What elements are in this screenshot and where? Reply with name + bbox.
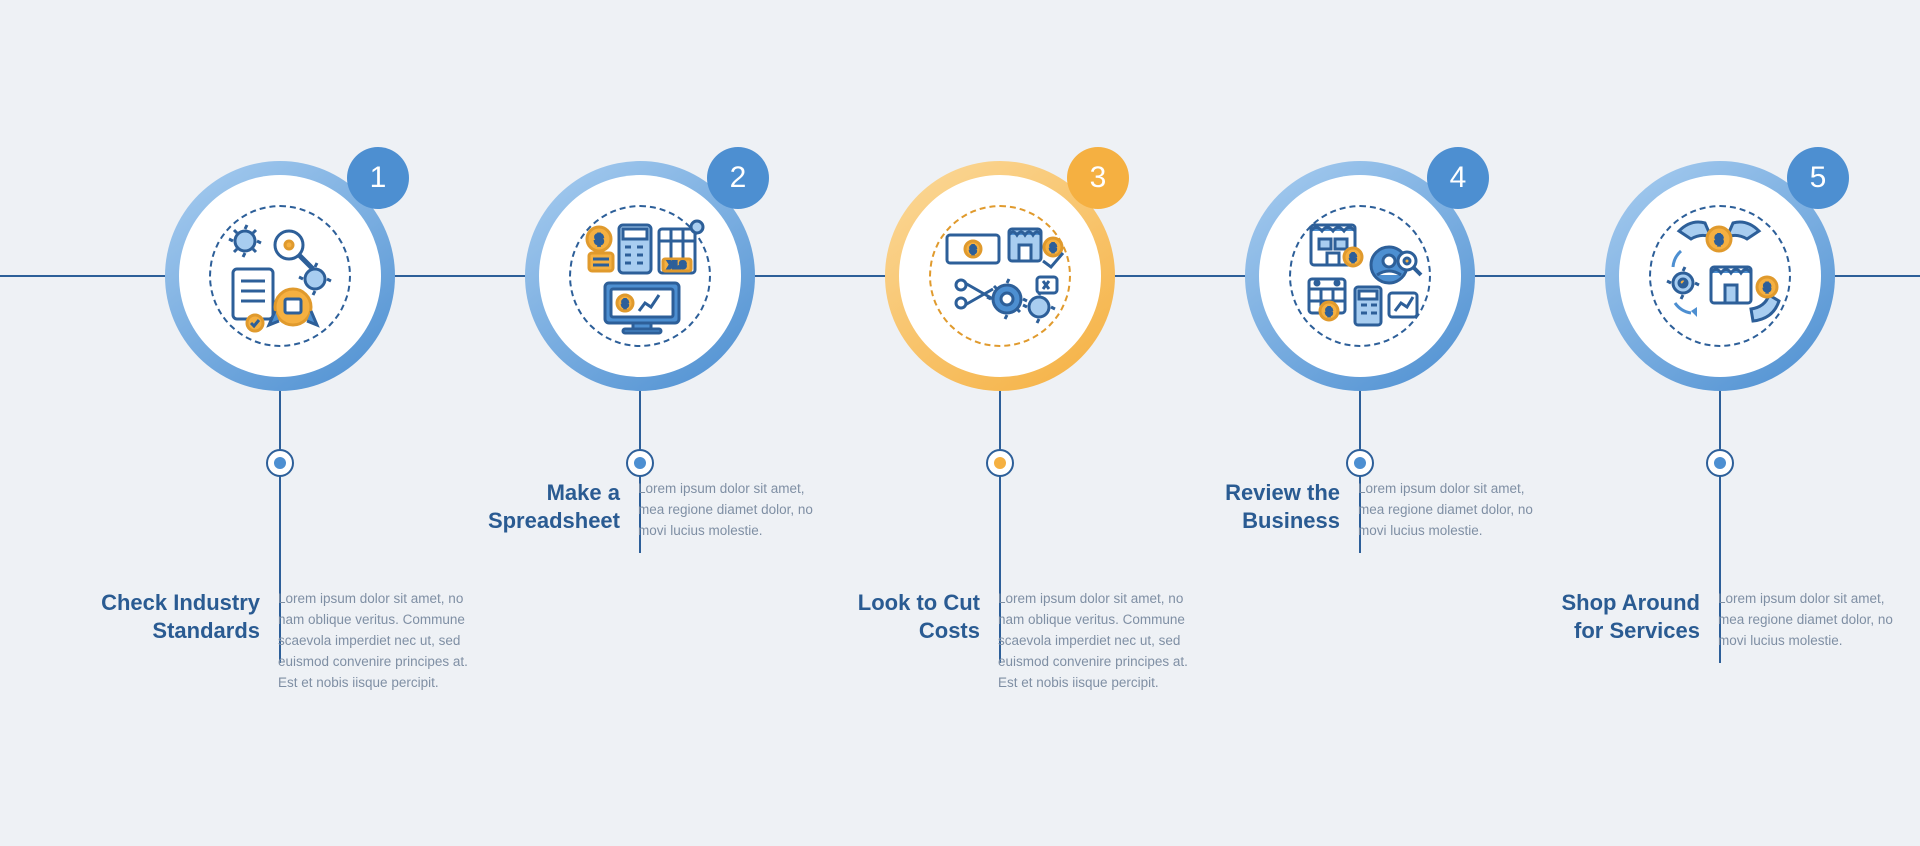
step-description: Lorem ipsum dolor sit amet, mea regione … (1358, 479, 1548, 542)
cutcosts-icon: $ $ (935, 211, 1065, 341)
connector-dot (986, 449, 1014, 477)
svg-text:$: $ (1764, 282, 1770, 294)
step-title: Review the Business (1170, 479, 1340, 534)
step-number-badge: 4 (1427, 147, 1489, 209)
svg-text:$: $ (970, 245, 976, 256)
svg-text:$: $ (1050, 243, 1056, 254)
connector-dot (626, 449, 654, 477)
step-description: Lorem ipsum dolor sit amet, mea regione … (638, 479, 828, 542)
step-title: Look to Cut Costs (810, 589, 980, 644)
review-icon: $ $ (1295, 211, 1425, 341)
step-description: Lorem ipsum dolor sit amet, mea regione … (1718, 589, 1908, 652)
standards-icon (215, 211, 345, 341)
step-text-4: Review the Business Lorem ipsum dolor si… (1170, 479, 1548, 542)
step-text-3: Look to Cut Costs Lorem ipsum dolor sit … (810, 589, 1188, 694)
step-circle-1: 1 (165, 161, 395, 391)
infographic-canvas: 1 Check Industry Standards Lorem ipsum d… (0, 0, 1920, 846)
step-text-2: Make a Spreadsheet Lorem ipsum dolor sit… (450, 479, 828, 542)
connector-dot (266, 449, 294, 477)
step-number-badge: 2 (707, 147, 769, 209)
step-title: Make a Spreadsheet (450, 479, 620, 534)
step-number-badge: 1 (347, 147, 409, 209)
svg-text:$: $ (1350, 253, 1356, 264)
step-circle-4: $ $ 4 (1245, 161, 1475, 391)
step-number-badge: 5 (1787, 147, 1849, 209)
svg-text:XLS: XLS (668, 260, 686, 270)
step-title: Shop Around for Services (1530, 589, 1700, 644)
step-description: Lorem ipsum dolor sit amet, no nam obliq… (278, 589, 468, 694)
svg-text:$: $ (1326, 307, 1332, 318)
step-text-5: Shop Around for Services Lorem ipsum dol… (1530, 589, 1908, 652)
svg-text:$: $ (595, 231, 603, 247)
svg-text:$: $ (622, 299, 628, 310)
step-circle-3: $ $ 3 (885, 161, 1115, 391)
step-text-1: Check Industry Standards Lorem ipsum dol… (90, 589, 468, 694)
step-description: Lorem ipsum dolor sit amet, no nam obliq… (998, 589, 1188, 694)
step-title: Check Industry Standards (90, 589, 260, 644)
step-circle-5: $ $ 5 (1605, 161, 1835, 391)
connector-dot (1346, 449, 1374, 477)
step-number-badge: 3 (1067, 147, 1129, 209)
shop-icon: $ $ (1655, 211, 1785, 341)
spreadsheet-icon: $ XLS $ (575, 211, 705, 341)
step-circle-2: $ XLS $ 2 (525, 161, 755, 391)
svg-text:$: $ (1715, 232, 1723, 247)
connector-dot (1706, 449, 1734, 477)
